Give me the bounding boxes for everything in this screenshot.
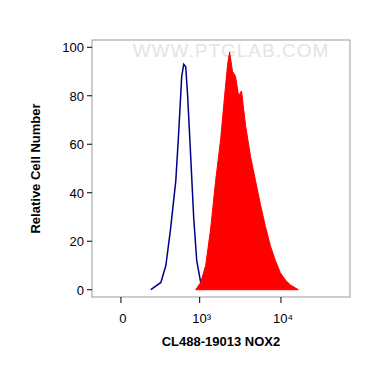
y-tick-label: 40 [70, 186, 84, 201]
x-tick [120, 297, 121, 303]
frame [92, 40, 350, 297]
y-tick [87, 192, 92, 193]
chart: WWW.PTGLAB.COM 0 20 40 60 80 100 0 10³ 10⁴ CL488-1… [0, 0, 370, 367]
y-tick [87, 289, 92, 290]
x-axis-label: CL488-19013 NOX2 [162, 334, 281, 349]
y-tick-label: 60 [70, 137, 84, 152]
y-tick [87, 47, 92, 48]
x-tick [199, 297, 200, 303]
y-tick [87, 144, 92, 145]
x-tick-label: 10³ [192, 311, 211, 326]
y-tick-label: 0 [77, 283, 84, 298]
y-tick-label: 80 [70, 89, 84, 104]
y-axis-label: Relative Cell Number [28, 103, 43, 233]
y-tick-label: 20 [70, 234, 84, 249]
y-tick [87, 95, 92, 96]
watermark: WWW.PTGLAB.COM [133, 40, 330, 61]
histogram-line [151, 64, 206, 289]
histogram-area [196, 52, 299, 290]
x-tick-label: 10⁴ [273, 311, 293, 326]
x-tick-label: 0 [119, 311, 126, 326]
y-tick-label: 100 [62, 40, 84, 55]
plot-area [151, 52, 299, 290]
x-tick [280, 297, 281, 303]
y-tick [87, 241, 92, 242]
